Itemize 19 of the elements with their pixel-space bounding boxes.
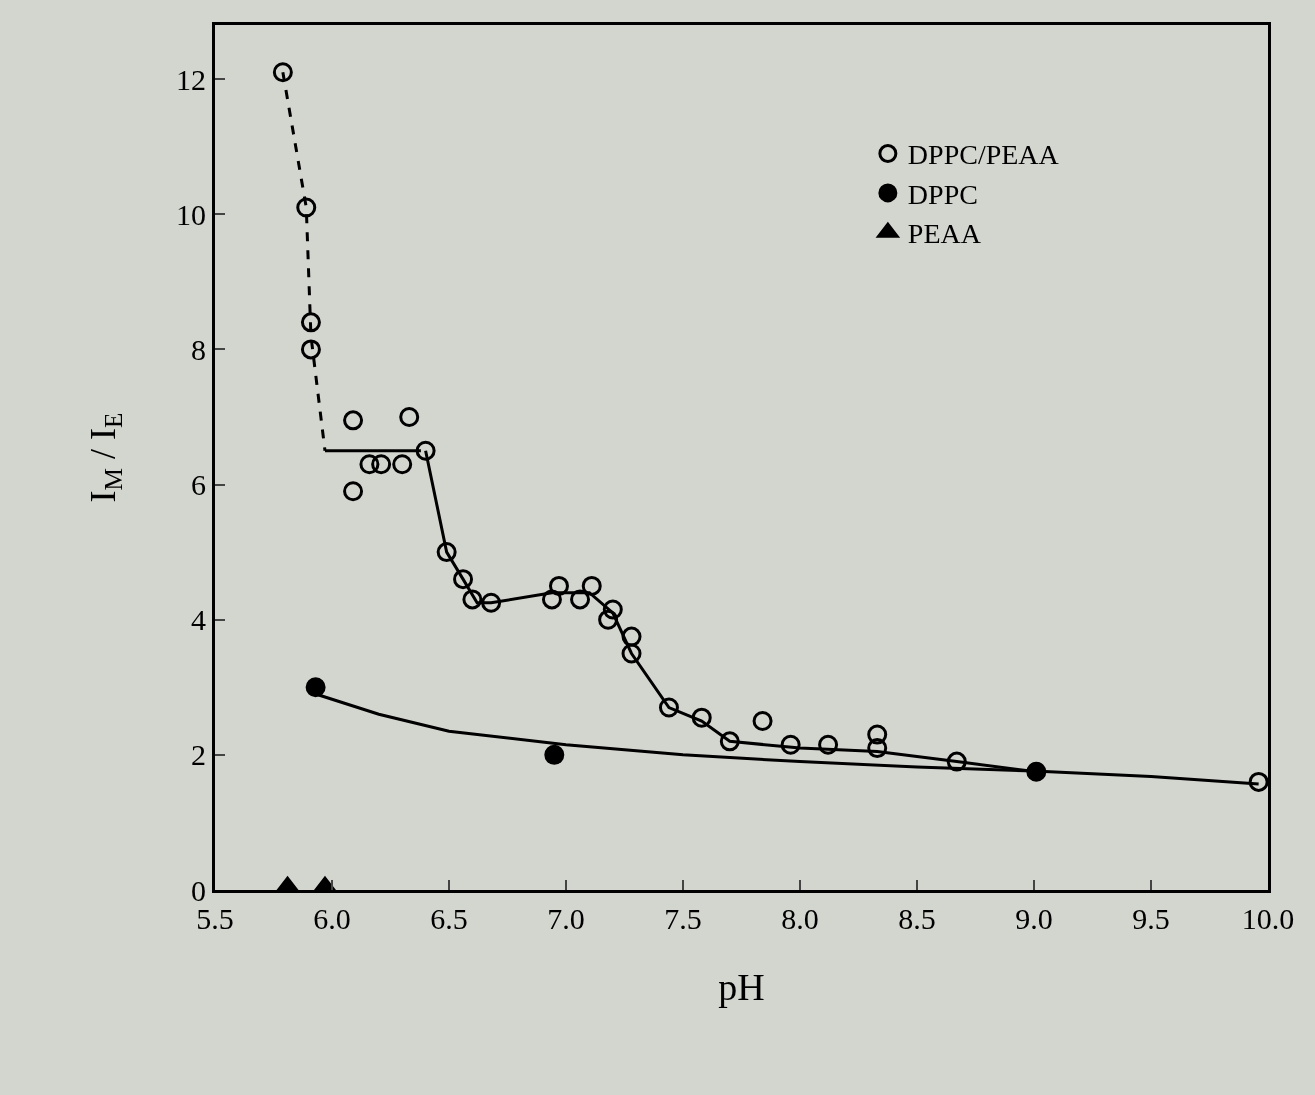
x-tick-label: 7.0 [547,902,585,935]
x-axis-title: pH [718,966,765,1009]
x-tick-label: 10.0 [1241,902,1295,935]
y-tick-label: 10 [176,197,206,231]
y-tick-label: 12 [176,62,206,96]
y-tick-label: 4 [191,603,206,637]
x-tick-label: 6.5 [430,902,468,935]
x-tick-label: 9.5 [1132,902,1170,935]
legend-label: DPPC/PEAA [907,139,1060,171]
legend-label: DPPC [907,178,978,210]
y-tick-label: 8 [191,332,206,366]
x-tick-label: 6.0 [313,902,351,935]
x-tick-label: 9.0 [1015,902,1053,935]
legend-label: PEAA [907,218,982,250]
y-tick-label: 2 [191,738,206,772]
y-tick-label: 6 [191,468,206,502]
x-tick-label: 7.5 [664,902,702,935]
x-tick-label: 8.5 [898,902,936,935]
x-tick-label: 8.0 [781,902,819,935]
